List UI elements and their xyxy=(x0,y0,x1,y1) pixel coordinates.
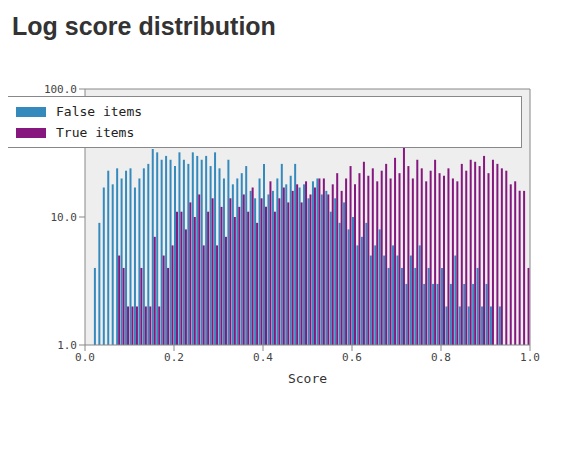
html-text:True items: True items xyxy=(56,125,135,140)
svg-text:10.0: 10.0 xyxy=(51,211,78,224)
svg-text:100.0: 100.0 xyxy=(44,83,77,96)
svg-text:0.0: 0.0 xyxy=(75,351,95,364)
svg-text:1.0: 1.0 xyxy=(520,351,540,364)
svg-text:0.4: 0.4 xyxy=(253,351,273,364)
svg-text:0.2: 0.2 xyxy=(164,351,184,364)
svg-text:0.6: 0.6 xyxy=(342,351,362,364)
html-text:Log score distribution: Log score distribution xyxy=(12,12,276,40)
svg-text:Score: Score xyxy=(288,371,327,386)
svg-text:0.8: 0.8 xyxy=(431,351,451,364)
svg-text:1.0: 1.0 xyxy=(57,339,77,352)
html-text:False items: False items xyxy=(56,104,143,119)
